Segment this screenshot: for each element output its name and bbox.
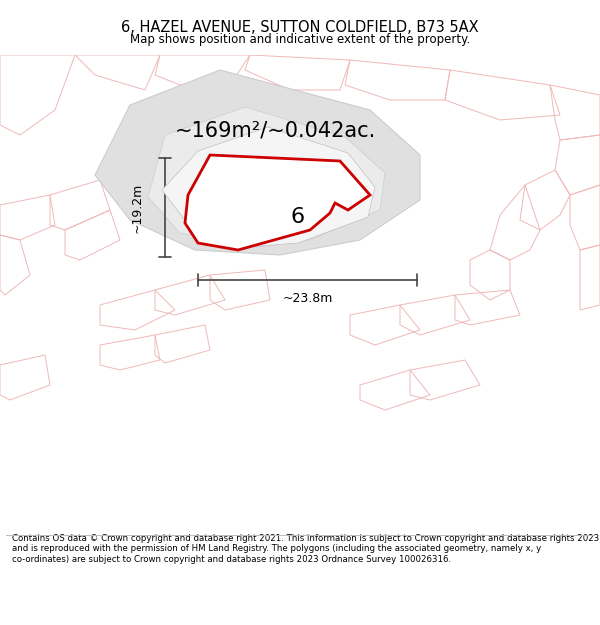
Text: ~23.8m: ~23.8m xyxy=(283,291,332,304)
Text: 6: 6 xyxy=(290,207,305,227)
Polygon shape xyxy=(185,155,370,250)
Polygon shape xyxy=(162,127,375,247)
Polygon shape xyxy=(148,107,385,247)
Text: ~19.2m: ~19.2m xyxy=(131,182,143,232)
Text: 6, HAZEL AVENUE, SUTTON COLDFIELD, B73 5AX: 6, HAZEL AVENUE, SUTTON COLDFIELD, B73 5… xyxy=(121,20,479,35)
Text: Map shows position and indicative extent of the property.: Map shows position and indicative extent… xyxy=(130,32,470,46)
Text: Contains OS data © Crown copyright and database right 2021. This information is : Contains OS data © Crown copyright and d… xyxy=(12,534,599,564)
Text: ~169m²/~0.042ac.: ~169m²/~0.042ac. xyxy=(175,120,376,140)
Polygon shape xyxy=(95,70,420,255)
